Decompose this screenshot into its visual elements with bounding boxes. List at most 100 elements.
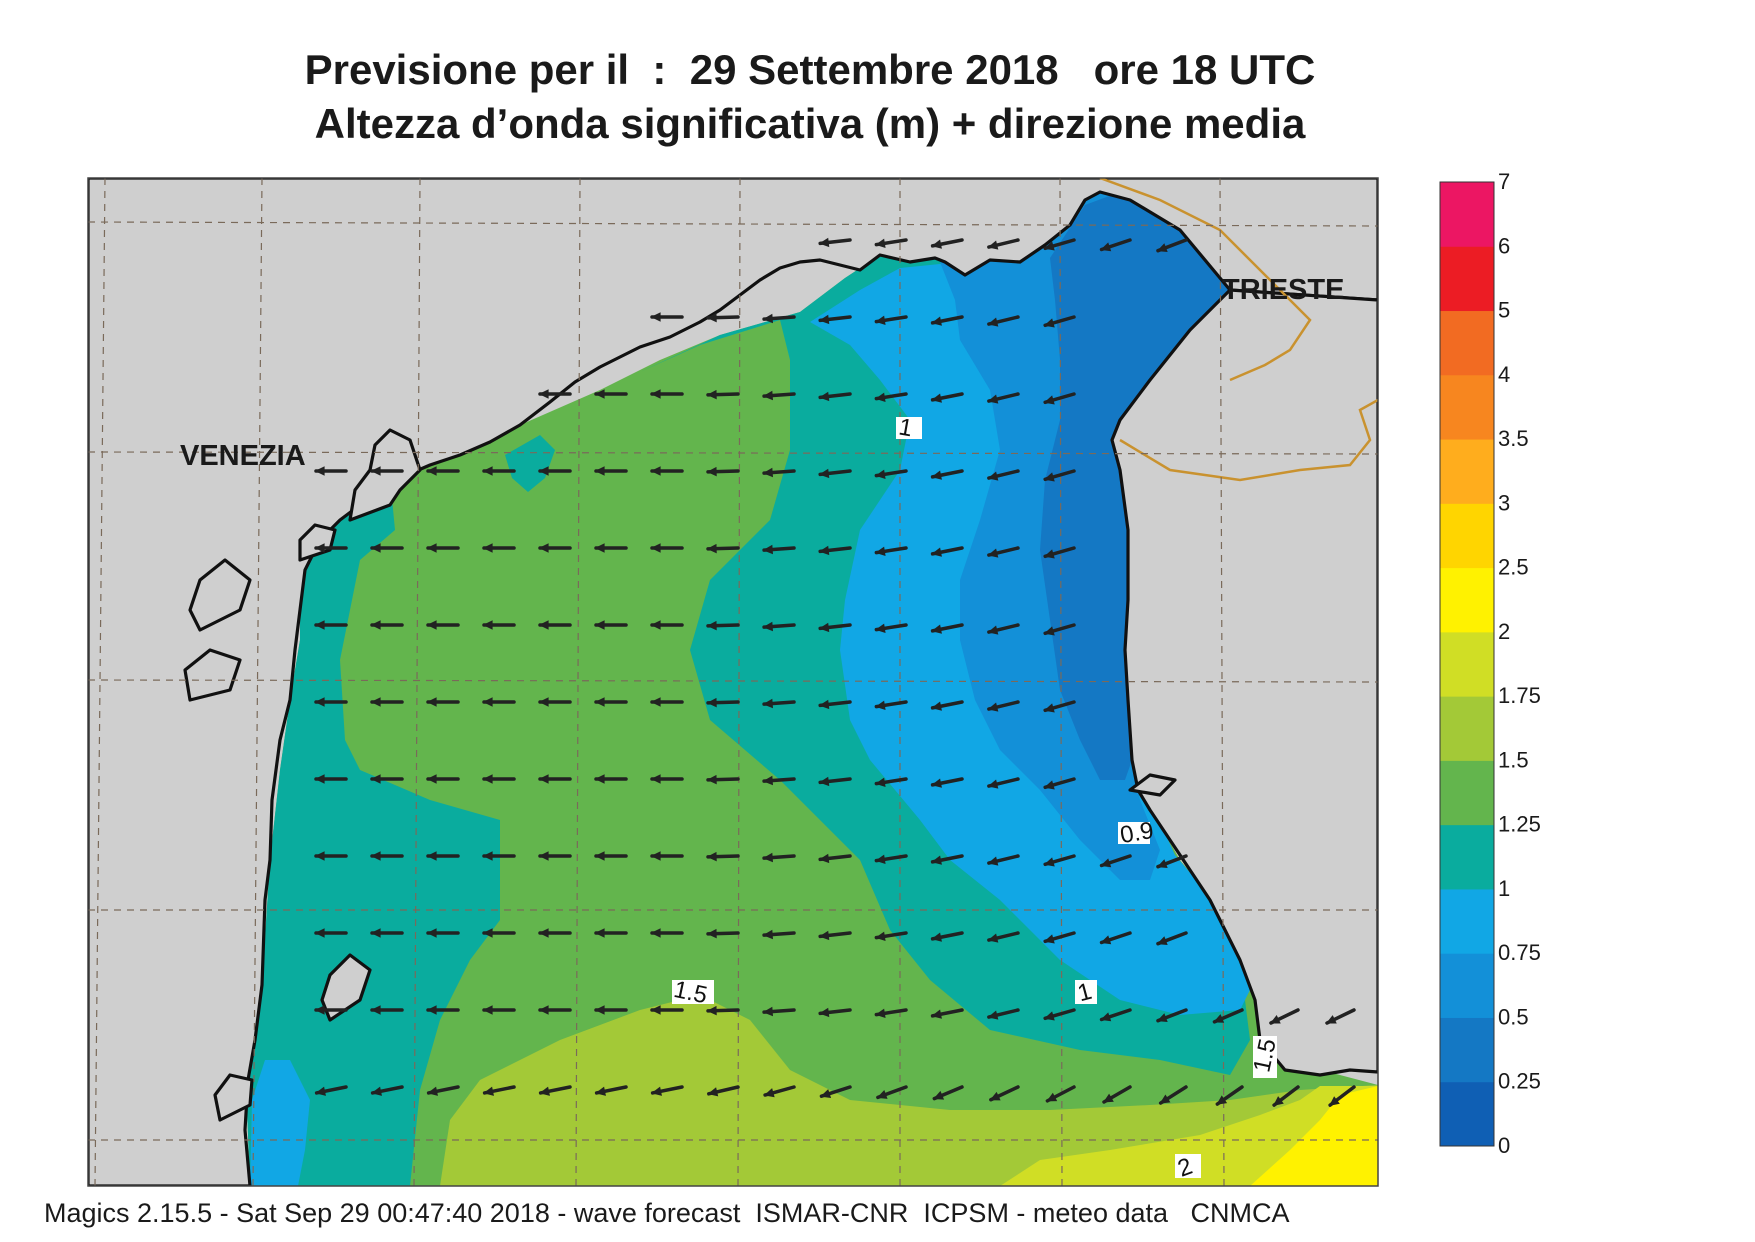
wave-arrow-head bbox=[482, 697, 493, 707]
legend-label: 6 bbox=[1498, 233, 1510, 258]
legend-swatch bbox=[1440, 696, 1494, 761]
legend-swatch bbox=[1440, 760, 1494, 826]
wave-arrow-head bbox=[707, 1087, 719, 1097]
wave-arrow-head bbox=[650, 312, 661, 322]
wave-arrow-head bbox=[819, 853, 830, 864]
legend-swatch bbox=[1440, 1081, 1494, 1147]
wave-arrow-head bbox=[1325, 1015, 1337, 1024]
wave-arrow-head bbox=[1103, 1093, 1114, 1103]
wave-arrow-head bbox=[594, 774, 605, 784]
wave-arrow-head bbox=[426, 543, 437, 553]
wave-arrow-head bbox=[987, 856, 999, 866]
wave-arrow-head bbox=[314, 774, 325, 784]
legend-label: 0.5 bbox=[1498, 1004, 1529, 1029]
legend-swatch bbox=[1440, 953, 1494, 1018]
wave-arrow-head bbox=[594, 389, 605, 399]
legend-swatch bbox=[1440, 1017, 1494, 1083]
legend-swatch bbox=[1440, 439, 1494, 504]
wave-arrow-head bbox=[931, 239, 942, 249]
wave-arrow-head bbox=[819, 314, 830, 325]
wave-arrow-head bbox=[314, 928, 325, 938]
wave-arrow-head bbox=[762, 313, 773, 324]
graticule bbox=[88, 178, 1378, 1186]
wave-arrow-head bbox=[538, 851, 549, 861]
wave-arrow-head bbox=[538, 389, 549, 399]
wave-arrow-head bbox=[875, 315, 886, 325]
wave-arrow-head bbox=[1100, 858, 1112, 868]
legend-label: 3.5 bbox=[1498, 426, 1529, 451]
legend-swatch bbox=[1440, 310, 1494, 376]
wave-arrow-head bbox=[987, 471, 999, 481]
wave-arrow-head bbox=[539, 1086, 550, 1096]
legend-label: 1.5 bbox=[1498, 747, 1529, 772]
wave-arrow-head bbox=[762, 390, 773, 401]
wave-arrow-head bbox=[706, 389, 717, 400]
wave-arrow-head bbox=[987, 779, 999, 789]
contour-labels: 1 0.9 1 1.5 1.5 2 bbox=[671, 413, 1281, 1182]
wave-arrow-head bbox=[875, 931, 886, 941]
wave-arrow-head bbox=[370, 1005, 381, 1015]
land-masses bbox=[88, 178, 1378, 1186]
wave-arrow-head bbox=[931, 393, 942, 403]
legend-swatch bbox=[1440, 567, 1494, 633]
wave-arrow-head bbox=[762, 1006, 773, 1017]
wave-arrow-head bbox=[1156, 859, 1168, 869]
wave-arrow-head bbox=[315, 1086, 326, 1096]
wave-arrow-head bbox=[819, 930, 830, 941]
wave-arrow-head bbox=[314, 1005, 325, 1015]
wave-arrow-head bbox=[875, 777, 886, 787]
contour-label-1-north: 1 bbox=[897, 413, 915, 442]
legend-label: 5 bbox=[1498, 298, 1510, 323]
wave-arrow-head bbox=[1044, 1011, 1055, 1021]
wave-arrow-head bbox=[482, 928, 493, 938]
zone-2-2.5 bbox=[1250, 1086, 1378, 1186]
wave-arrow-head bbox=[1044, 780, 1055, 790]
legend-label: 7 bbox=[1498, 169, 1510, 194]
wave-arrow-head bbox=[987, 240, 999, 250]
wave-arrow-head bbox=[931, 701, 942, 711]
color-legend: 0 0.25 0.5 0.75 1 1.25 1.5 1.75 2 2.5 3 3.5 4 5 6 7 bbox=[1439, 169, 1541, 1158]
wave-arrow-head bbox=[650, 389, 661, 399]
wave-arrow-head bbox=[482, 774, 493, 784]
wave-arrow-head bbox=[876, 1090, 888, 1099]
wave-arrow-head bbox=[370, 928, 381, 938]
wave-arrow-head bbox=[987, 317, 999, 327]
wave-arrow-head bbox=[314, 697, 325, 707]
legend-swatch bbox=[1440, 503, 1494, 569]
wave-arrow-head bbox=[426, 851, 437, 861]
wave-arrow-head bbox=[482, 1005, 493, 1015]
wave-arrow-head bbox=[594, 928, 605, 938]
wave-arrow-head bbox=[1044, 318, 1055, 328]
wave-arrow-head bbox=[1329, 1096, 1340, 1106]
wave-arrow-head bbox=[1216, 1095, 1228, 1105]
po-delta-island-2 bbox=[213, 1073, 254, 1122]
wave-arrow-head bbox=[1044, 395, 1055, 405]
wave-arrow-head bbox=[594, 543, 605, 553]
wave-arrow-head bbox=[875, 469, 886, 479]
wave-arrow-head bbox=[762, 467, 773, 478]
zone-1.5-1.75 bbox=[440, 995, 1378, 1186]
wave-arrow-head bbox=[1156, 936, 1168, 946]
border-lines bbox=[1099, 178, 1378, 482]
footer-credits: Magics 2.15.5 - Sat Sep 29 00:47:40 2018… bbox=[44, 1198, 1290, 1228]
wave-arrow-head bbox=[1044, 703, 1055, 713]
wave-arrow-head bbox=[538, 928, 549, 938]
wave-arrow-head bbox=[538, 543, 549, 553]
legend-swatch bbox=[1440, 246, 1494, 312]
wave-arrow-head bbox=[482, 466, 493, 476]
wave-arrow-head bbox=[989, 1091, 1001, 1101]
wave-arrow-head bbox=[875, 392, 886, 402]
legend-label: 3 bbox=[1498, 490, 1510, 515]
wave-arrow-head bbox=[314, 543, 325, 553]
wave-arrow-head bbox=[819, 391, 830, 402]
wave-arrow-head bbox=[483, 1086, 494, 1096]
legend-label: 1.75 bbox=[1498, 683, 1541, 708]
wave-arrow-head bbox=[426, 1005, 437, 1015]
wave-arrow-head bbox=[706, 466, 717, 477]
zone-0.75-1-po bbox=[250, 1060, 310, 1186]
wave-arrow-head bbox=[931, 316, 942, 326]
wave-arrow-head bbox=[1046, 1092, 1058, 1102]
wave-arrow-head bbox=[875, 546, 886, 556]
legend-label: 0.25 bbox=[1498, 1069, 1541, 1094]
wave-arrow-head bbox=[706, 1005, 717, 1016]
